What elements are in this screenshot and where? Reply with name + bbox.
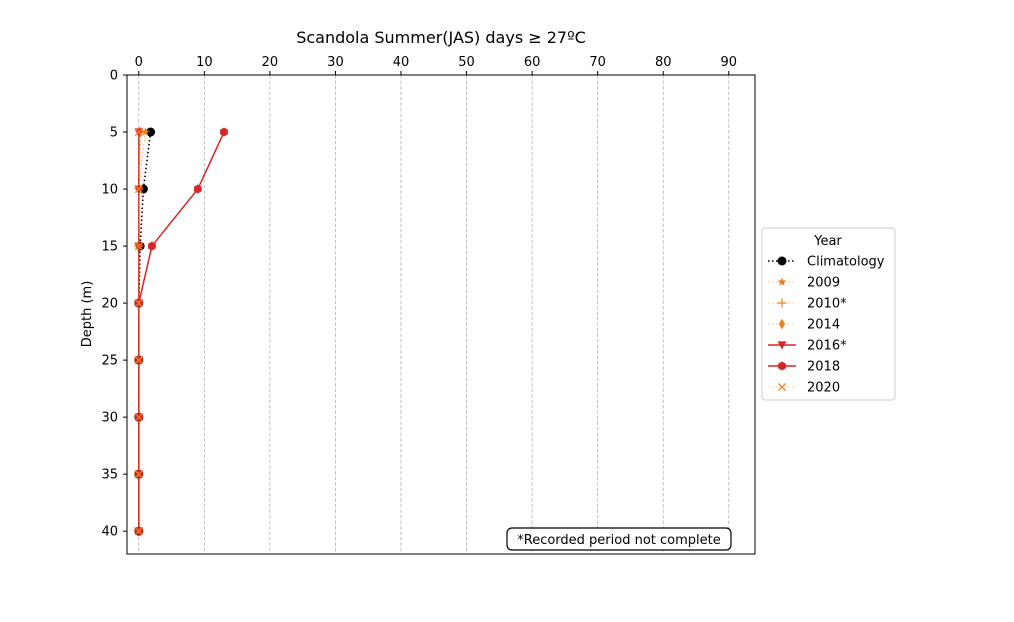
y-tick-label: 40 (101, 525, 118, 540)
legend-marker (777, 277, 787, 286)
x-tick-label: 80 (655, 55, 672, 70)
legend-marker (777, 256, 787, 266)
grid-layer (138, 75, 730, 554)
y-tick-label: 35 (101, 468, 118, 483)
x-axis-ticks: 0 10 20 30 40 50 60 70 80 90 (135, 55, 737, 75)
legend-title: Year (813, 234, 842, 249)
data-point-2020 (134, 356, 143, 365)
legend-entries: Climatology 2009 2010* 2014 2016* 2018 2020 (768, 255, 885, 396)
legend-entry-2016: 2016* (768, 339, 847, 354)
data-point-climatology (146, 127, 156, 137)
series-2020 (134, 127, 143, 536)
y-tick-label: 10 (101, 183, 118, 198)
series-layer (134, 126, 228, 537)
y-tick-label: 0 (110, 69, 118, 84)
y-tick-label: 25 (101, 354, 118, 369)
y-tick-label: 5 (110, 126, 118, 141)
data-point-2020 (134, 299, 143, 308)
x-tick-label: 60 (524, 55, 541, 70)
legend-entry-climatology: Climatology (768, 255, 885, 270)
y-axis-label: Depth (m) (80, 281, 95, 348)
y-tick-label: 30 (101, 411, 118, 426)
y-axis-ticks: 0 5 10 15 20 25 30 35 40 (101, 69, 127, 540)
x-tick-label: 90 (721, 55, 738, 70)
y-tick-label: 15 (101, 240, 118, 255)
series-2018 (134, 127, 228, 536)
legend-label: 2020 (807, 381, 840, 396)
legend-marker (778, 361, 786, 371)
data-point-2020 (134, 127, 143, 137)
legend-label: Climatology (807, 255, 885, 270)
legend-entry-2020: 2020 (768, 381, 840, 396)
data-point-2020 (134, 242, 143, 251)
legend-marker (777, 341, 787, 350)
x-tick-label: 50 (458, 55, 475, 70)
legend-entry-2014: 2014 (768, 318, 840, 333)
data-point-2009 (141, 127, 150, 136)
x-tick-label: 70 (589, 55, 606, 70)
legend-label: 2010* (807, 297, 847, 312)
series-line-2018 (138, 131, 225, 532)
data-point-2020 (134, 470, 143, 479)
chart-title: Scandola Summer(JAS) days ≥ 27ºC (296, 28, 586, 47)
plot-frame (126, 74, 756, 555)
legend-label: 2018 (807, 360, 840, 375)
legend-entry-2009: 2009 (768, 276, 840, 291)
data-point-2018 (148, 241, 156, 251)
legend-label: 2009 (807, 276, 840, 291)
data-point-2020 (134, 413, 143, 422)
legend-label: 2016* (807, 339, 847, 354)
annotation-text: *Recorded period not complete (517, 533, 721, 548)
legend-label: 2014 (807, 318, 840, 333)
data-point-2020 (134, 185, 143, 194)
legend-marker (777, 298, 787, 308)
x-tick-label: 20 (262, 55, 279, 70)
legend-entry-2018: 2018 (768, 360, 840, 375)
x-tick-label: 0 (135, 55, 143, 70)
legend-marker (778, 318, 786, 330)
legend: Year Climatology 2009 2010* 2014 2016* 2018 20… (761, 227, 896, 401)
x-tick-label: 40 (393, 55, 410, 70)
legend-entry-2010: 2010* (768, 297, 847, 312)
x-tick-label: 30 (327, 55, 344, 70)
data-point-2018 (220, 127, 228, 137)
legend-marker (777, 382, 787, 392)
annotation-box: *Recorded period not complete (506, 527, 732, 551)
data-point-2018 (193, 184, 202, 194)
x-tick-label: 10 (196, 55, 213, 70)
data-point-2020 (134, 527, 143, 536)
y-tick-label: 20 (101, 297, 118, 312)
